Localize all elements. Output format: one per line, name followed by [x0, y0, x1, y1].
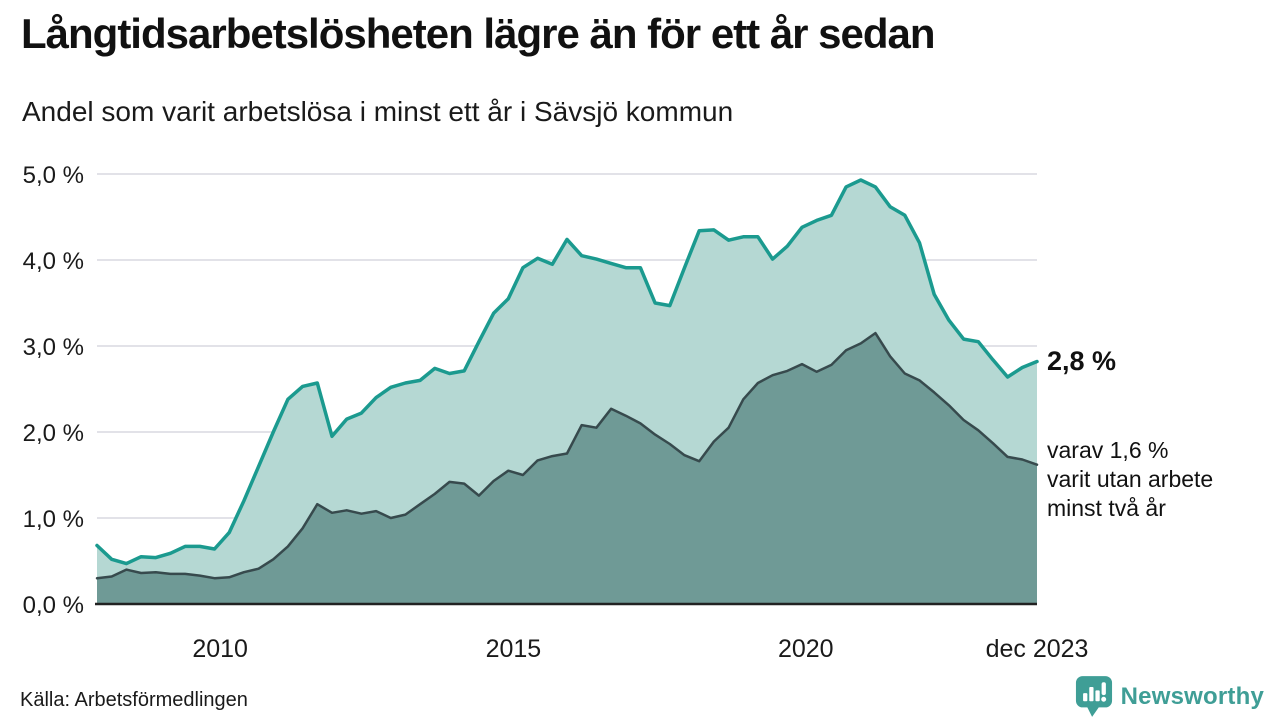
y-axis-label: 2,0 % [23, 420, 84, 447]
source-note: Källa: Arbetsförmedlingen [20, 689, 248, 711]
x-axis-label: dec 2023 [986, 635, 1089, 663]
page-subtitle: Andel som varit arbetslösa i minst ett å… [22, 96, 734, 127]
page-title: Långtidsarbetslösheten lägre än för ett … [21, 10, 936, 57]
latest-total-annotation: 2,8 % [1047, 346, 1117, 376]
x-axis-label: 2010 [192, 635, 248, 663]
series-area-1 [97, 333, 1037, 604]
y-axis-label: 4,0 % [23, 248, 84, 275]
y-axis-label: 5,0 % [23, 162, 84, 189]
newsworthy-logo: Newsworthy [1075, 675, 1264, 718]
two-year-annotation-line2: varit utan arbete [1047, 466, 1214, 492]
series-line-1 [95, 331, 1039, 580]
two-year-annotation-line3: minst två år [1047, 495, 1166, 521]
newsworthy-wordmark: Newsworthy [1120, 682, 1264, 710]
x-axis-label: 2020 [778, 635, 834, 663]
latest-two-year-annotation: varav 1,6 % varit utan arbete minst två … [1047, 436, 1213, 523]
series-line-0 [95, 178, 1039, 566]
x-axis-label: 2015 [486, 635, 542, 663]
y-axis-label: 3,0 % [23, 334, 84, 361]
two-year-annotation-line1: varav 1,6 % [1047, 437, 1169, 463]
y-axis-label: 0,0 % [23, 592, 84, 619]
y-axis-label: 1,0 % [23, 506, 84, 533]
newsworthy-pin-icon [1075, 676, 1112, 717]
